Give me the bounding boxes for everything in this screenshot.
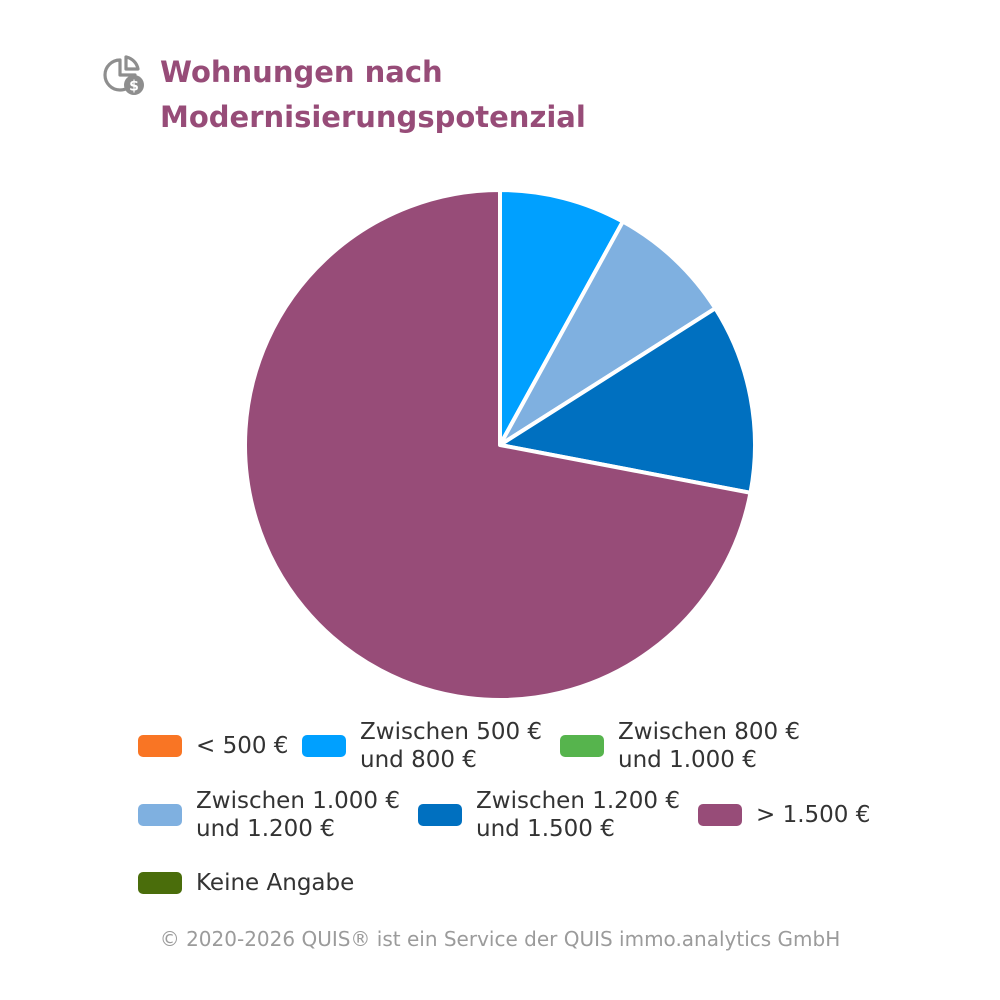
legend-label: > 1.500 € xyxy=(756,802,871,828)
legend-item-keine-angabe[interactable]: Keine Angabe xyxy=(138,869,354,897)
pie-chart-money-icon: $ xyxy=(103,55,144,95)
legend-label: Keine Angabe xyxy=(196,870,355,896)
pie-chart-svg xyxy=(243,188,757,702)
legend-item-800-1000[interactable]: Zwischen 800 € und 1.000 € xyxy=(560,718,800,774)
legend-swatch xyxy=(138,804,182,826)
copyright-footer: © 2020-2026 QUIS® ist ein Service der QU… xyxy=(159,927,841,951)
legend-label: Zwischen 1.200 € und 1.500 € xyxy=(476,788,680,842)
pie-slice-1000-1200[interactable] xyxy=(498,219,718,447)
legend-label: Zwischen 500 € und 800 € xyxy=(360,719,543,773)
legend-swatch xyxy=(698,804,742,826)
legend-swatch xyxy=(302,735,346,757)
legend-item-500-800[interactable]: Zwischen 500 € und 800 € xyxy=(302,718,542,774)
legend-label: Zwischen 1.000 € und 1.200 € xyxy=(196,788,400,842)
legend-item-1000-1200[interactable]: Zwischen 1.000 € und 1.200 € xyxy=(138,787,400,843)
pie-slice-over-1500[interactable] xyxy=(243,188,753,702)
legend-label: Zwischen 800 € und 1.000 € xyxy=(618,719,801,773)
pie-chart xyxy=(230,175,770,715)
chart-title: Wohnungen nach Modernisierungspotenzial xyxy=(160,55,586,134)
legend-item-1200-1500[interactable]: Zwischen 1.200 € und 1.500 € xyxy=(418,787,680,843)
legend-swatch xyxy=(138,872,182,894)
pie-slice-1200-1500[interactable] xyxy=(498,306,757,495)
chart-legend: < 500 € Zwischen 500 € und 800 € Zwische… xyxy=(138,715,898,910)
legend-swatch xyxy=(138,735,182,757)
legend-label: < 500 € xyxy=(196,733,289,759)
legend-swatch xyxy=(418,804,462,826)
legend-item-under-500[interactable]: < 500 € xyxy=(138,732,288,760)
legend-swatch xyxy=(560,735,604,757)
pie-slice-500-800[interactable] xyxy=(498,188,625,447)
legend-item-over-1500[interactable]: > 1.500 € xyxy=(698,801,870,829)
svg-text:$: $ xyxy=(129,79,139,95)
